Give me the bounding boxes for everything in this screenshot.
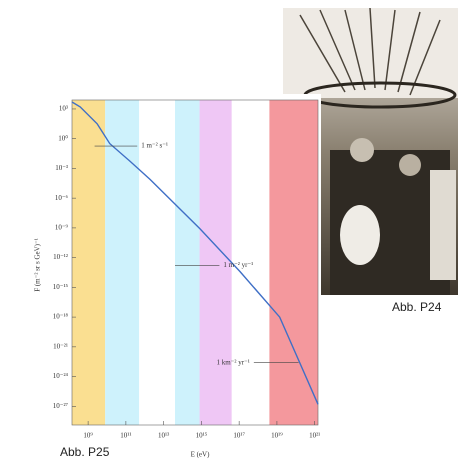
y-tick-label: 10⁻⁹ — [55, 224, 69, 232]
chart-caption: Abb. P25 — [60, 445, 110, 459]
x-tick-label: 10¹⁷ — [233, 432, 245, 440]
x-tick-label: 10²¹ — [309, 432, 320, 440]
x-tick-label: 10¹¹ — [120, 432, 131, 440]
y-tick-label: 10⁻⁶ — [55, 194, 69, 202]
y-tick-label: 10⁻²¹ — [53, 342, 68, 350]
chart: 10⁹ 10¹¹ 10¹³ 10¹⁵ 10¹⁷ 10¹⁹ 10²¹ 10³ 10⁰ 10⁻³ 10⁻… — [53, 99, 320, 440]
x-tick-label: 10¹⁹ — [271, 432, 283, 440]
energy-band — [269, 100, 318, 425]
energy-band — [72, 100, 106, 425]
y-tick-label: 10⁻¹² — [53, 253, 68, 261]
y-tick-label: 10⁻¹⁵ — [53, 283, 69, 291]
x-axis-label: E (eV) — [191, 451, 211, 459]
plot-frame — [71, 99, 319, 426]
y-axis-label: F (m⁻² sr s GeV)⁻¹ — [34, 238, 42, 292]
annotation-label: 1 km⁻² yr⁻¹ — [216, 358, 249, 366]
photo-caption: Abb. P24 — [392, 300, 442, 314]
y-tick-label: 10⁻³ — [55, 164, 68, 172]
y-tick-label: 10⁰ — [58, 134, 68, 142]
x-tick-label: 10¹⁵ — [196, 432, 208, 440]
annotation-label: 1 m⁻² yr⁻¹ — [223, 261, 253, 269]
energy-band — [175, 100, 200, 425]
y-tick-label: 10³ — [59, 105, 68, 113]
x-tick-label: 10⁹ — [83, 432, 93, 440]
annotation-label: 1 m⁻² s⁻¹ — [141, 142, 168, 150]
energy-band — [105, 100, 140, 425]
energy-band — [199, 100, 232, 425]
y-tick-label: 10⁻¹⁸ — [53, 313, 69, 321]
spectrum-line — [71, 101, 319, 405]
x-tick-label: 10¹³ — [158, 432, 169, 440]
y-tick-label: 10⁻²⁴ — [53, 372, 69, 380]
y-tick-label: 10⁻²⁷ — [53, 402, 69, 410]
photo — [283, 7, 458, 295]
